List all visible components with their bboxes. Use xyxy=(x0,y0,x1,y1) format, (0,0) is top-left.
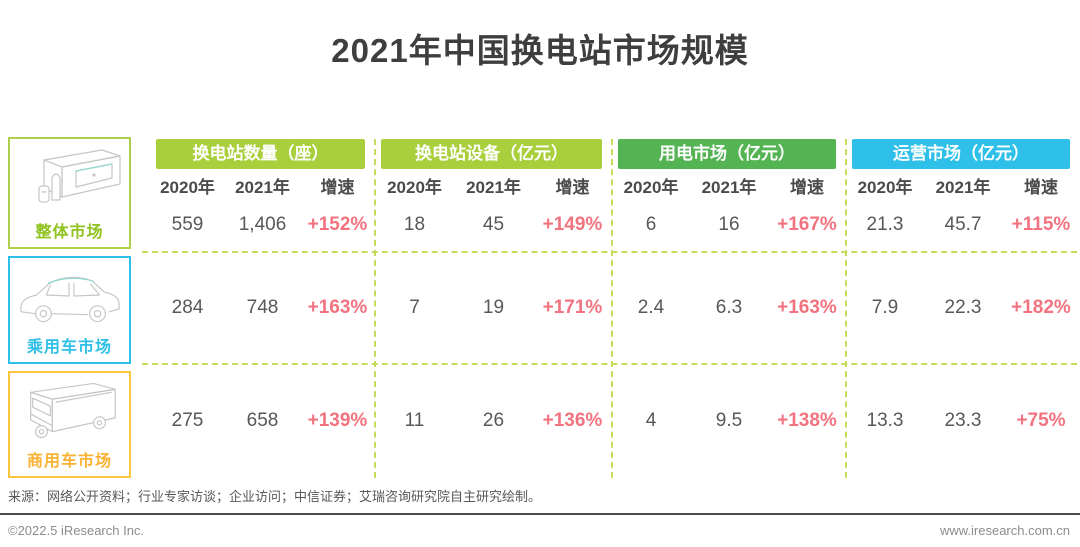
value-cell: 748 xyxy=(246,297,279,318)
vertical-divider xyxy=(611,139,613,478)
page-title: 2021年中国换电站市场规模 xyxy=(331,32,749,69)
vertical-divider xyxy=(374,139,376,478)
table-row: 7.9 22.3 +182% xyxy=(846,252,1080,364)
suv-car-icon xyxy=(10,258,129,333)
category-box-commercial-vehicle-market: 商用车市场 xyxy=(8,371,131,478)
category-label-commercial-vehicle-market: 商用车市场 xyxy=(26,453,112,470)
category-label-passenger-vehicle-market: 乘用车市场 xyxy=(26,339,112,356)
value-cell: 19 xyxy=(482,297,505,318)
value-cell: 1,406 xyxy=(238,213,287,235)
value-cell: 18 xyxy=(403,213,426,235)
value-cell: 45 xyxy=(482,213,505,235)
group-header-station-equipment: 换电站设备（亿元） xyxy=(381,139,602,169)
value-cell: 26 xyxy=(482,410,505,431)
growth-cell: +75% xyxy=(1016,410,1066,431)
value-cell: 13.3 xyxy=(866,410,904,431)
growth-cell: +138% xyxy=(777,410,837,431)
table-row: 13.3 23.3 +75% xyxy=(846,364,1080,478)
growth-header: 增速 xyxy=(555,178,590,197)
subheader-row: 2020年 2021年 增速 xyxy=(612,173,846,197)
growth-header: 增速 xyxy=(320,178,355,197)
value-cell: 7.9 xyxy=(871,297,899,318)
year-2021-header: 2021年 xyxy=(466,178,521,197)
growth-header: 增速 xyxy=(790,178,824,197)
growth-cell: +136% xyxy=(542,410,603,431)
value-cell: 4 xyxy=(645,410,657,431)
column-group-station-equipment: 换电站设备（亿元） 2020年 2021年 增速 18 45 +149% 7 1… xyxy=(375,139,612,478)
category-box-passenger-vehicle-market: 乘用车市场 xyxy=(8,256,131,364)
value-cell: 275 xyxy=(171,410,204,431)
growth-cell: +163% xyxy=(307,297,368,318)
table-row: 7 19 +171% xyxy=(375,252,612,364)
group-header-electricity-market: 用电市场（亿元） xyxy=(618,139,836,169)
value-cell: 6.3 xyxy=(715,297,743,318)
value-cell: 559 xyxy=(171,213,204,235)
year-2021-header: 2021年 xyxy=(701,178,757,197)
value-cell: 16 xyxy=(718,213,740,235)
horizontal-divider xyxy=(142,363,1077,365)
category-box-overall-market: 整体市场 xyxy=(8,137,131,249)
category-label-overall-market: 整体市场 xyxy=(35,224,104,241)
year-2020-header: 2020年 xyxy=(857,178,913,197)
year-2020-header: 2020年 xyxy=(387,178,442,197)
table-row: 2.4 6.3 +163% xyxy=(612,252,846,364)
table-row: 559 1,406 +152% xyxy=(150,197,375,252)
horizontal-divider xyxy=(142,251,1077,253)
value-cell: 9.5 xyxy=(715,410,743,431)
year-2020-header: 2020年 xyxy=(623,178,679,197)
value-cell: 11 xyxy=(404,410,425,431)
year-2020-header: 2020年 xyxy=(160,178,215,197)
table-row: 21.3 45.7 +115% xyxy=(846,197,1080,252)
column-group-operation-market: 运营市场（亿元） 2020年 2021年 增速 21.3 45.7 +115% … xyxy=(846,139,1080,478)
table-row: 275 658 +139% xyxy=(150,364,375,478)
table-row: 11 26 +136% xyxy=(375,364,612,478)
growth-cell: +149% xyxy=(542,213,603,235)
battery-swap-station-icon xyxy=(10,139,129,218)
value-cell: 21.3 xyxy=(866,213,904,235)
value-cell: 23.3 xyxy=(944,410,982,431)
website-url: www.iresearch.com.cn xyxy=(939,523,1070,538)
group-header-station-count: 换电站数量（座） xyxy=(156,139,365,169)
growth-cell: +163% xyxy=(777,297,837,318)
value-cell: 22.3 xyxy=(944,297,982,318)
growth-cell: +182% xyxy=(1011,297,1071,318)
growth-header: 增速 xyxy=(1024,178,1058,197)
value-cell: 2.4 xyxy=(637,297,665,318)
value-cell: 284 xyxy=(171,297,204,318)
subheader-row: 2020年 2021年 增速 xyxy=(846,173,1080,197)
group-header-operation-market: 运营市场（亿元） xyxy=(852,139,1070,169)
vertical-divider xyxy=(845,139,847,478)
value-cell: 7 xyxy=(409,297,420,318)
growth-cell: +152% xyxy=(307,213,368,235)
footer-divider xyxy=(0,513,1080,515)
growth-cell: +139% xyxy=(307,410,368,431)
table-row: 18 45 +149% xyxy=(375,197,612,252)
table-row: 4 9.5 +138% xyxy=(612,364,846,478)
year-2021-header: 2021年 xyxy=(235,178,290,197)
column-group-station-count: 换电站数量（座） 2020年 2021年 增速 559 1,406 +152% … xyxy=(150,139,375,478)
growth-cell: +171% xyxy=(542,297,603,318)
source-note: 来源：网络公开资料；行业专家访谈；企业访问；中信证券；艾瑞咨询研究院自主研究绘制… xyxy=(8,489,542,504)
table-row: 284 748 +163% xyxy=(150,252,375,364)
subheader-row: 2020年 2021年 增速 xyxy=(150,173,375,197)
value-cell: 6 xyxy=(645,213,657,235)
bus-icon xyxy=(10,373,129,447)
value-cell: 658 xyxy=(246,410,279,431)
year-2021-header: 2021年 xyxy=(935,178,991,197)
growth-cell: +167% xyxy=(777,213,837,235)
value-cell: 45.7 xyxy=(944,213,982,235)
growth-cell: +115% xyxy=(1011,213,1071,235)
column-group-electricity-market: 用电市场（亿元） 2020年 2021年 增速 6 16 +167% 2.4 6… xyxy=(612,139,846,478)
subheader-row: 2020年 2021年 增速 xyxy=(375,173,612,197)
copyright-text: ©2022.5 iResearch Inc. xyxy=(8,523,145,538)
table-row: 6 16 +167% xyxy=(612,197,846,252)
